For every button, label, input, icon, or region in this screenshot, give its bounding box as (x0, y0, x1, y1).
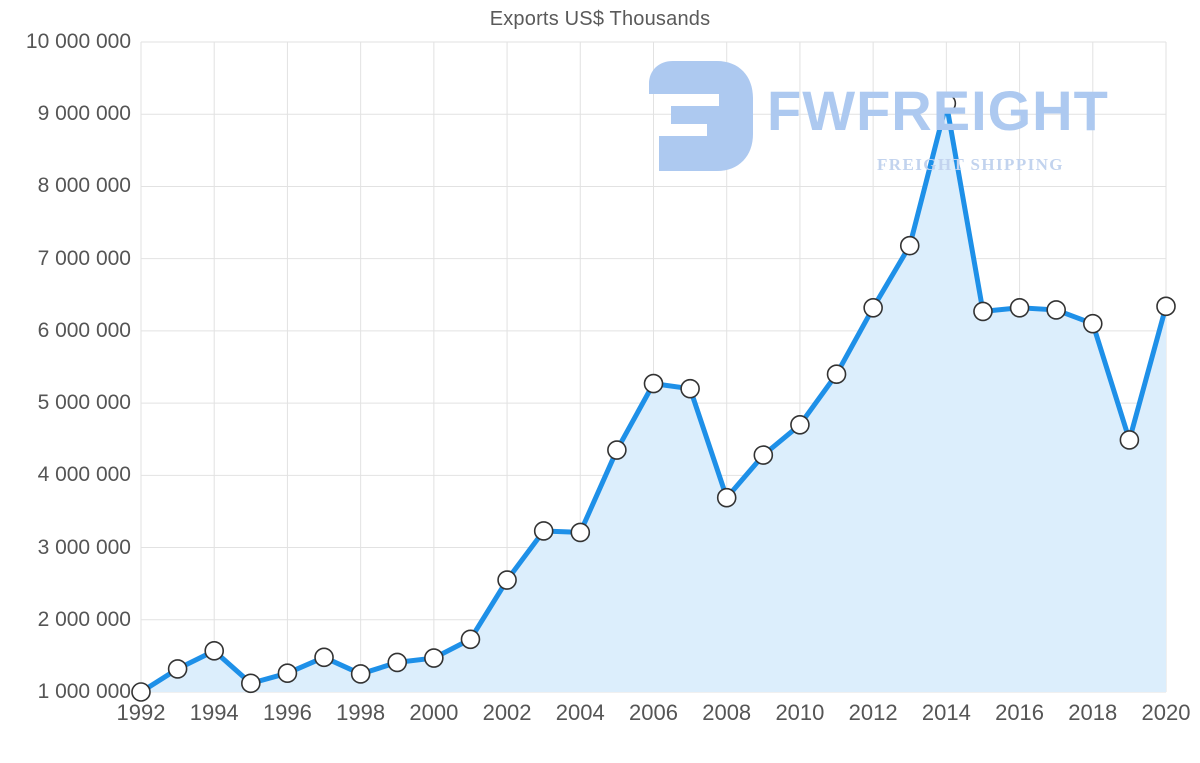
y-axis-tick-label: 1 000 000 (37, 680, 131, 703)
x-axis-tick-label: 2012 (848, 700, 898, 725)
x-axis-tick-label: 1996 (262, 700, 312, 725)
data-point-marker[interactable]: 1998: 1250000 (352, 665, 370, 683)
data-point-marker[interactable]: 2017: 6290000 (1047, 301, 1065, 319)
data-point-marker[interactable]: 1999: 1410000 (388, 653, 406, 671)
y-axis-tick-label: 10 000 000 (25, 30, 131, 53)
data-point-marker[interactable]: 2007: 5200000 (681, 380, 699, 398)
x-axis-tick-label: 2002 (482, 700, 532, 725)
x-axis-tick-label: 2014 (921, 700, 971, 725)
data-point-marker[interactable]: 2006: 5270000 (645, 375, 663, 393)
x-axis-tick-label: 2016 (995, 700, 1045, 725)
chart-title: Exports US$ Thousands (489, 8, 711, 30)
y-axis-tick-label: 4 000 000 (37, 463, 131, 487)
data-point-marker[interactable]: 1997: 1480000 (315, 648, 333, 666)
x-axis-tick-label: 2006 (629, 700, 678, 725)
data-point-marker[interactable]: 1994: 1570000 (205, 642, 223, 660)
x-axis-tick-label: 1998 (336, 700, 386, 725)
data-point-marker[interactable]: 2004: 3210000 (571, 523, 589, 541)
data-point-marker[interactable]: 2013: 7180000 (901, 237, 919, 255)
data-point-marker[interactable]: 2003: 3230000 (535, 522, 553, 540)
data-point-marker[interactable]: 2011: 5400000 (828, 365, 846, 383)
data-point-marker[interactable]: 2016: 6320000 (1011, 299, 1029, 317)
y-axis-tick-label: 6 000 000 (37, 318, 131, 342)
plot-area: 1992: 10000001993: 13200001994: 15700001… (141, 42, 1166, 692)
data-point-marker[interactable]: 2020: 6340000 (1157, 297, 1175, 315)
y-axis-tick-label: 2 000 000 (37, 607, 131, 631)
data-point-marker[interactable]: 1993: 1320000 (169, 660, 187, 678)
data-point-marker[interactable]: 2012: 6320000 (864, 299, 882, 317)
y-axis-tick-label: 3 000 000 (37, 535, 131, 559)
x-axis-tick-label: 2010 (775, 700, 825, 725)
x-axis-tick-label: 1994 (189, 700, 239, 725)
x-axis-tick-label: 2020 (1141, 700, 1191, 725)
data-point-marker[interactable]: 2002: 2550000 (498, 571, 516, 589)
data-point-marker[interactable]: 1996: 1260000 (278, 664, 296, 682)
x-axis-tick-label: 2018 (1068, 700, 1118, 725)
y-axis: 1 000 000 2 000 000 3 000 000 4 000 000 5 00… (0, 30, 131, 703)
data-point-marker[interactable]: 2000: 1470000 (425, 649, 443, 667)
data-point-marker[interactable]: 2005: 4350000 (608, 441, 626, 459)
y-axis-tick-label: 8 000 000 (37, 174, 131, 198)
data-point-marker[interactable]: 2009: 4280000 (754, 446, 772, 464)
x-axis-tick-label: 2000 (409, 700, 459, 725)
data-point-marker[interactable]: 2018: 6100000 (1084, 315, 1102, 333)
x-axis-tick-label: 1992 (116, 700, 166, 725)
x-axis-tick-label: 2008 (702, 700, 752, 725)
x-axis: 1992 1994 1996 1998 2000 2002 2004 2006 2008 2010… (117, 700, 1191, 740)
data-point-marker[interactable]: 2008: 3690000 (718, 489, 736, 507)
data-point-marker[interactable]: 2015: 6270000 (974, 302, 992, 320)
chart-plot-svg: 1992: 10000001993: 13200001994: 15700001… (141, 42, 1166, 692)
data-point-marker[interactable]: 2014: 9150000 (937, 94, 955, 112)
y-axis-tick-label: 9 000 000 (37, 102, 131, 126)
data-point-marker[interactable]: 2001: 1730000 (461, 630, 479, 648)
y-axis-tick-label: 5 000 000 (37, 391, 131, 415)
data-point-marker[interactable]: 2010: 4700000 (791, 416, 809, 434)
x-axis-tick-label: 2004 (555, 700, 605, 725)
data-point-marker[interactable]: 2019: 4490000 (1120, 431, 1138, 449)
y-axis-tick-label: 7 000 000 (37, 246, 131, 270)
data-point-marker[interactable]: 1995: 1120000 (242, 674, 260, 692)
